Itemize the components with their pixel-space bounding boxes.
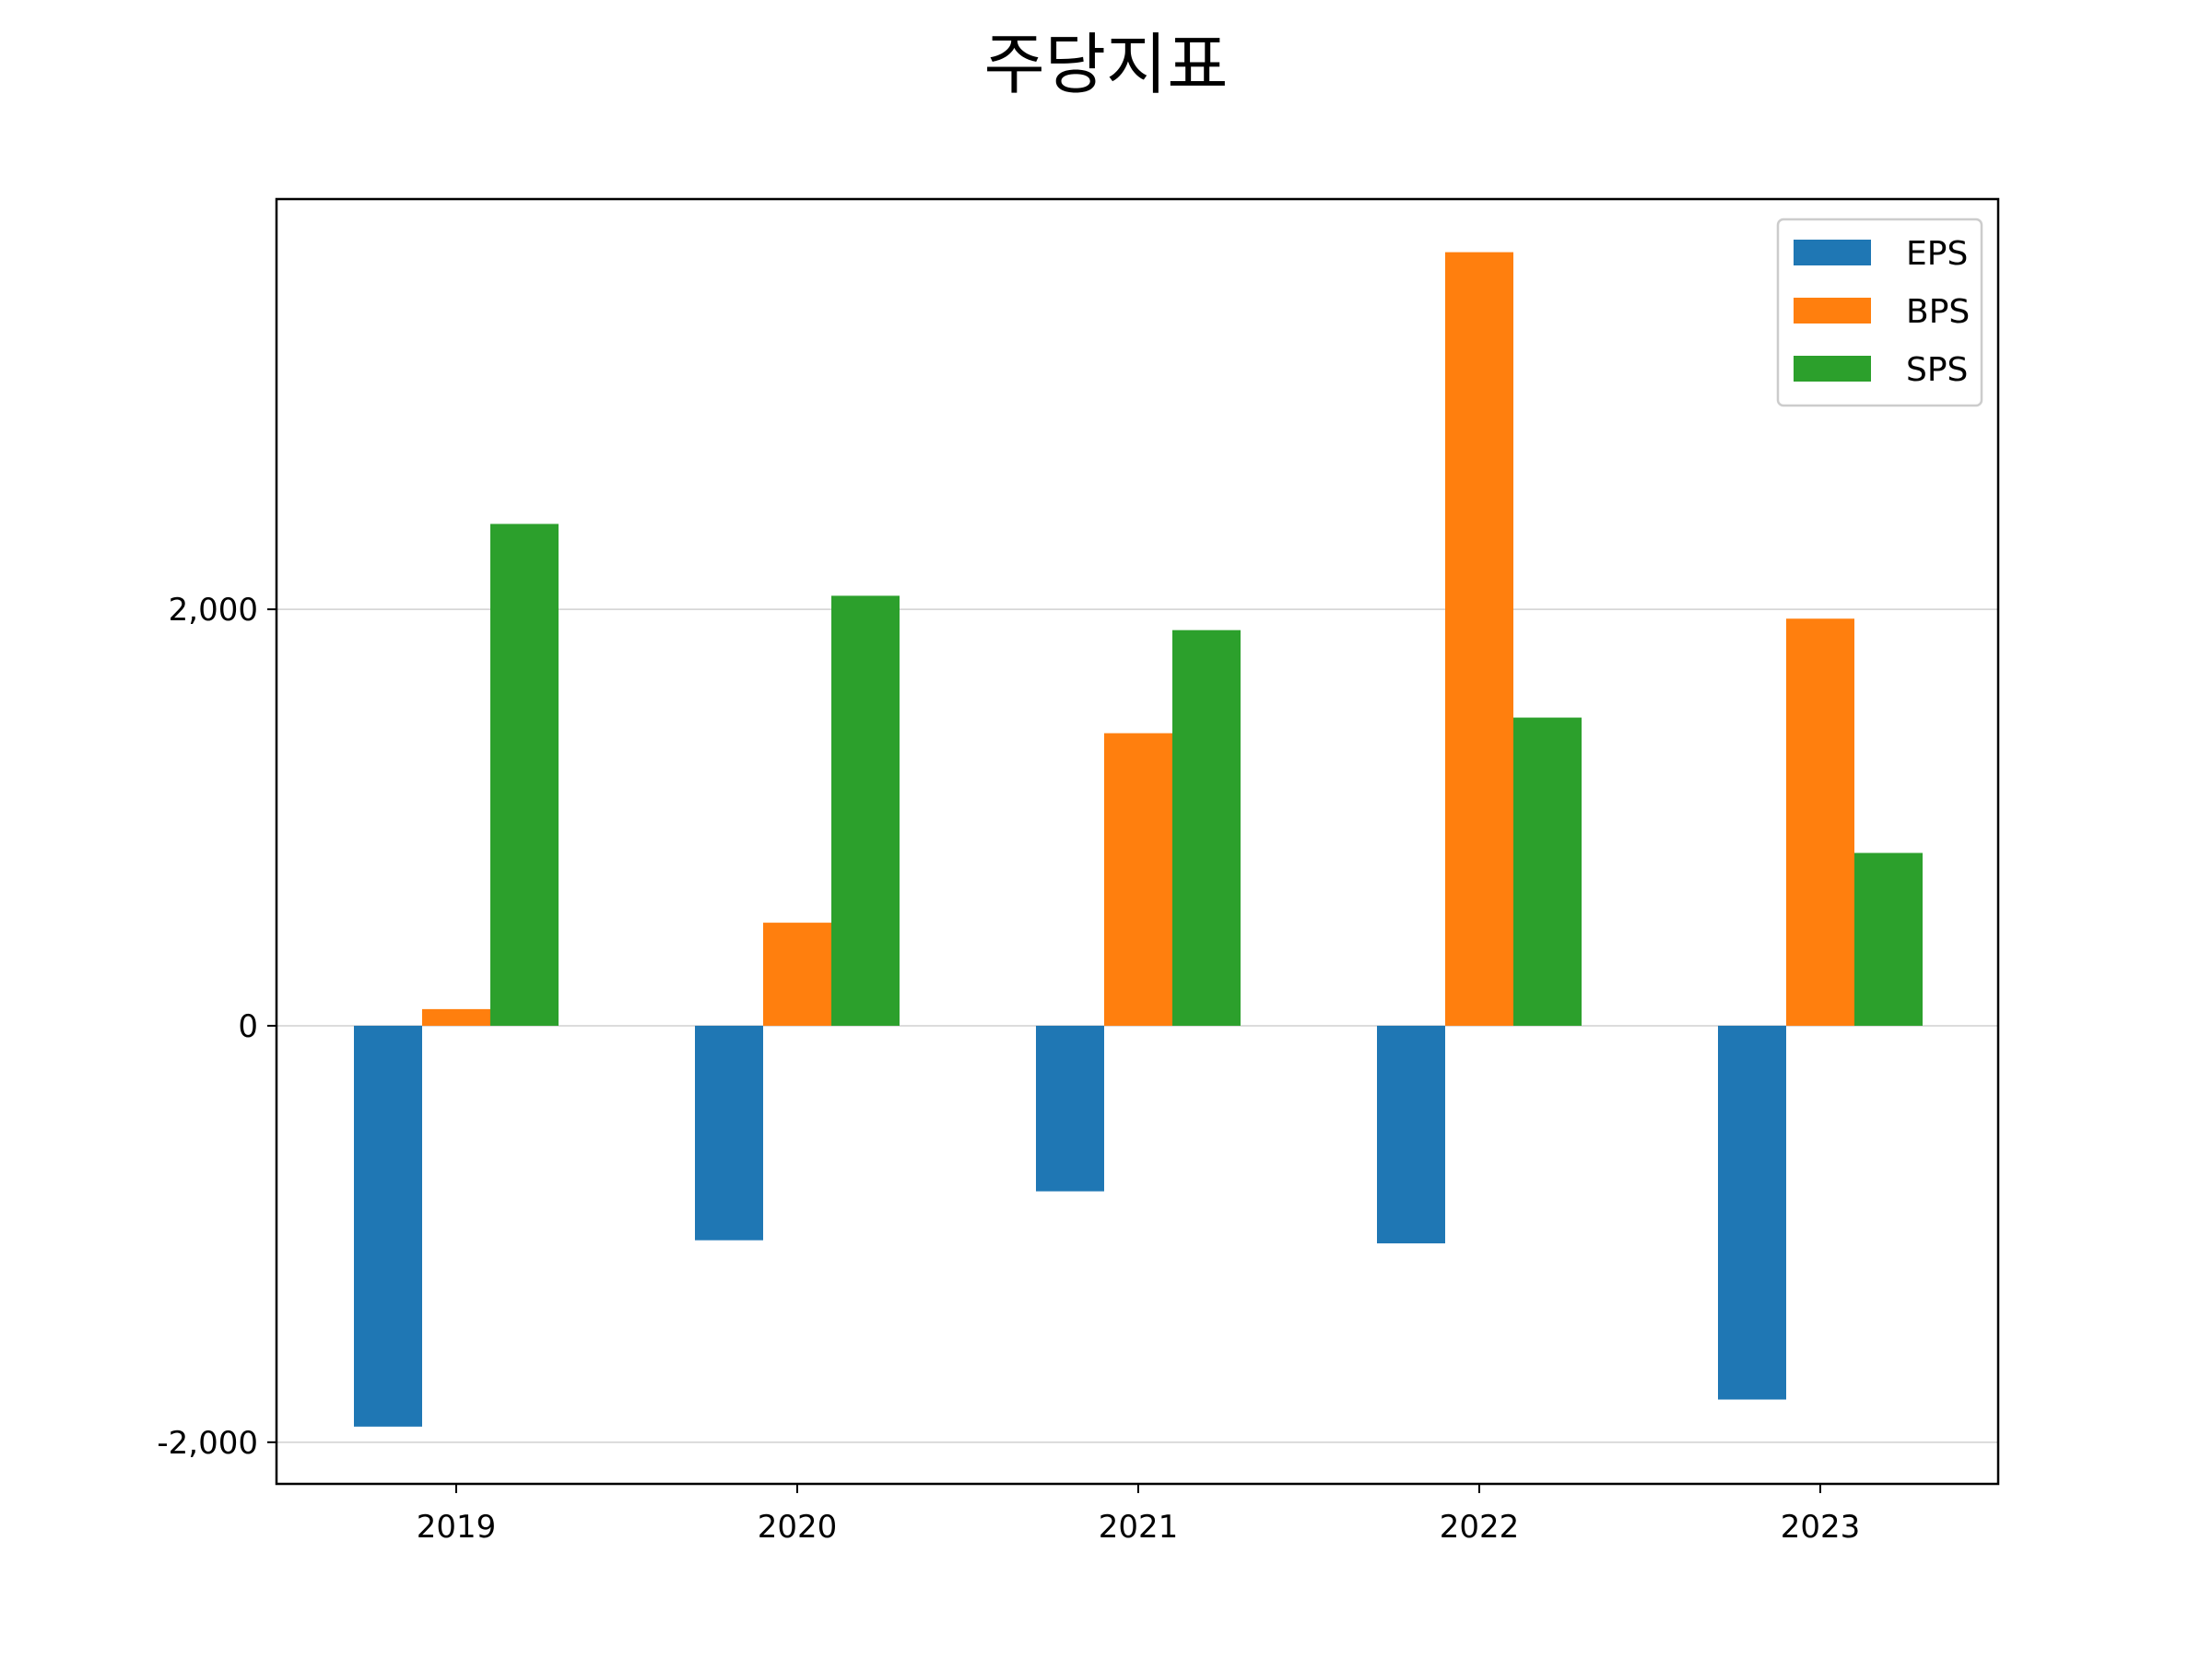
y-tick-label: 0 [238, 1008, 258, 1045]
legend-label-sps: SPS [1906, 351, 1968, 389]
y-tick-label: 2,000 [169, 592, 258, 629]
bar-bps-2022 [1445, 252, 1513, 1026]
chart-title: 주당지표 [984, 26, 1229, 103]
bar-eps-2020 [695, 1025, 763, 1241]
bar-eps-2022 [1377, 1025, 1445, 1244]
bar-sps-2023 [1854, 853, 1923, 1026]
bar-eps-2023 [1718, 1025, 1786, 1400]
y-axis: -2,000 0 2,000 [157, 592, 276, 1462]
legend-label-eps: EPS [1906, 235, 1968, 273]
bar-bps-2019 [422, 1008, 490, 1026]
bar-bps-2020 [763, 923, 831, 1026]
y-tick-label: -2,000 [157, 1425, 258, 1462]
legend-swatch-sps [1794, 356, 1871, 382]
x-axis: 2019 2020 2021 2022 2023 [417, 1484, 1861, 1546]
legend-label-bps: BPS [1906, 293, 1970, 331]
bar-eps-2021 [1036, 1025, 1104, 1192]
bar-sps-2021 [1172, 629, 1241, 1026]
bar-bps-2021 [1104, 733, 1172, 1026]
legend-swatch-bps [1794, 298, 1871, 324]
bar-eps-2019 [354, 1025, 422, 1427]
x-tick-label: 2022 [1440, 1509, 1520, 1546]
bar-sps-2019 [490, 524, 559, 1026]
x-tick-label: 2020 [758, 1509, 838, 1546]
x-tick-label: 2021 [1099, 1509, 1179, 1546]
x-tick-label: 2023 [1781, 1509, 1861, 1546]
bar-bps-2023 [1786, 618, 1854, 1026]
bar-sps-2020 [831, 595, 900, 1026]
legend: EPS BPS SPS [1776, 218, 1983, 407]
legend-swatch-eps [1794, 240, 1871, 265]
bars [354, 252, 1923, 1427]
bar-sps-2022 [1513, 717, 1582, 1026]
x-tick-label: 2019 [417, 1509, 497, 1546]
